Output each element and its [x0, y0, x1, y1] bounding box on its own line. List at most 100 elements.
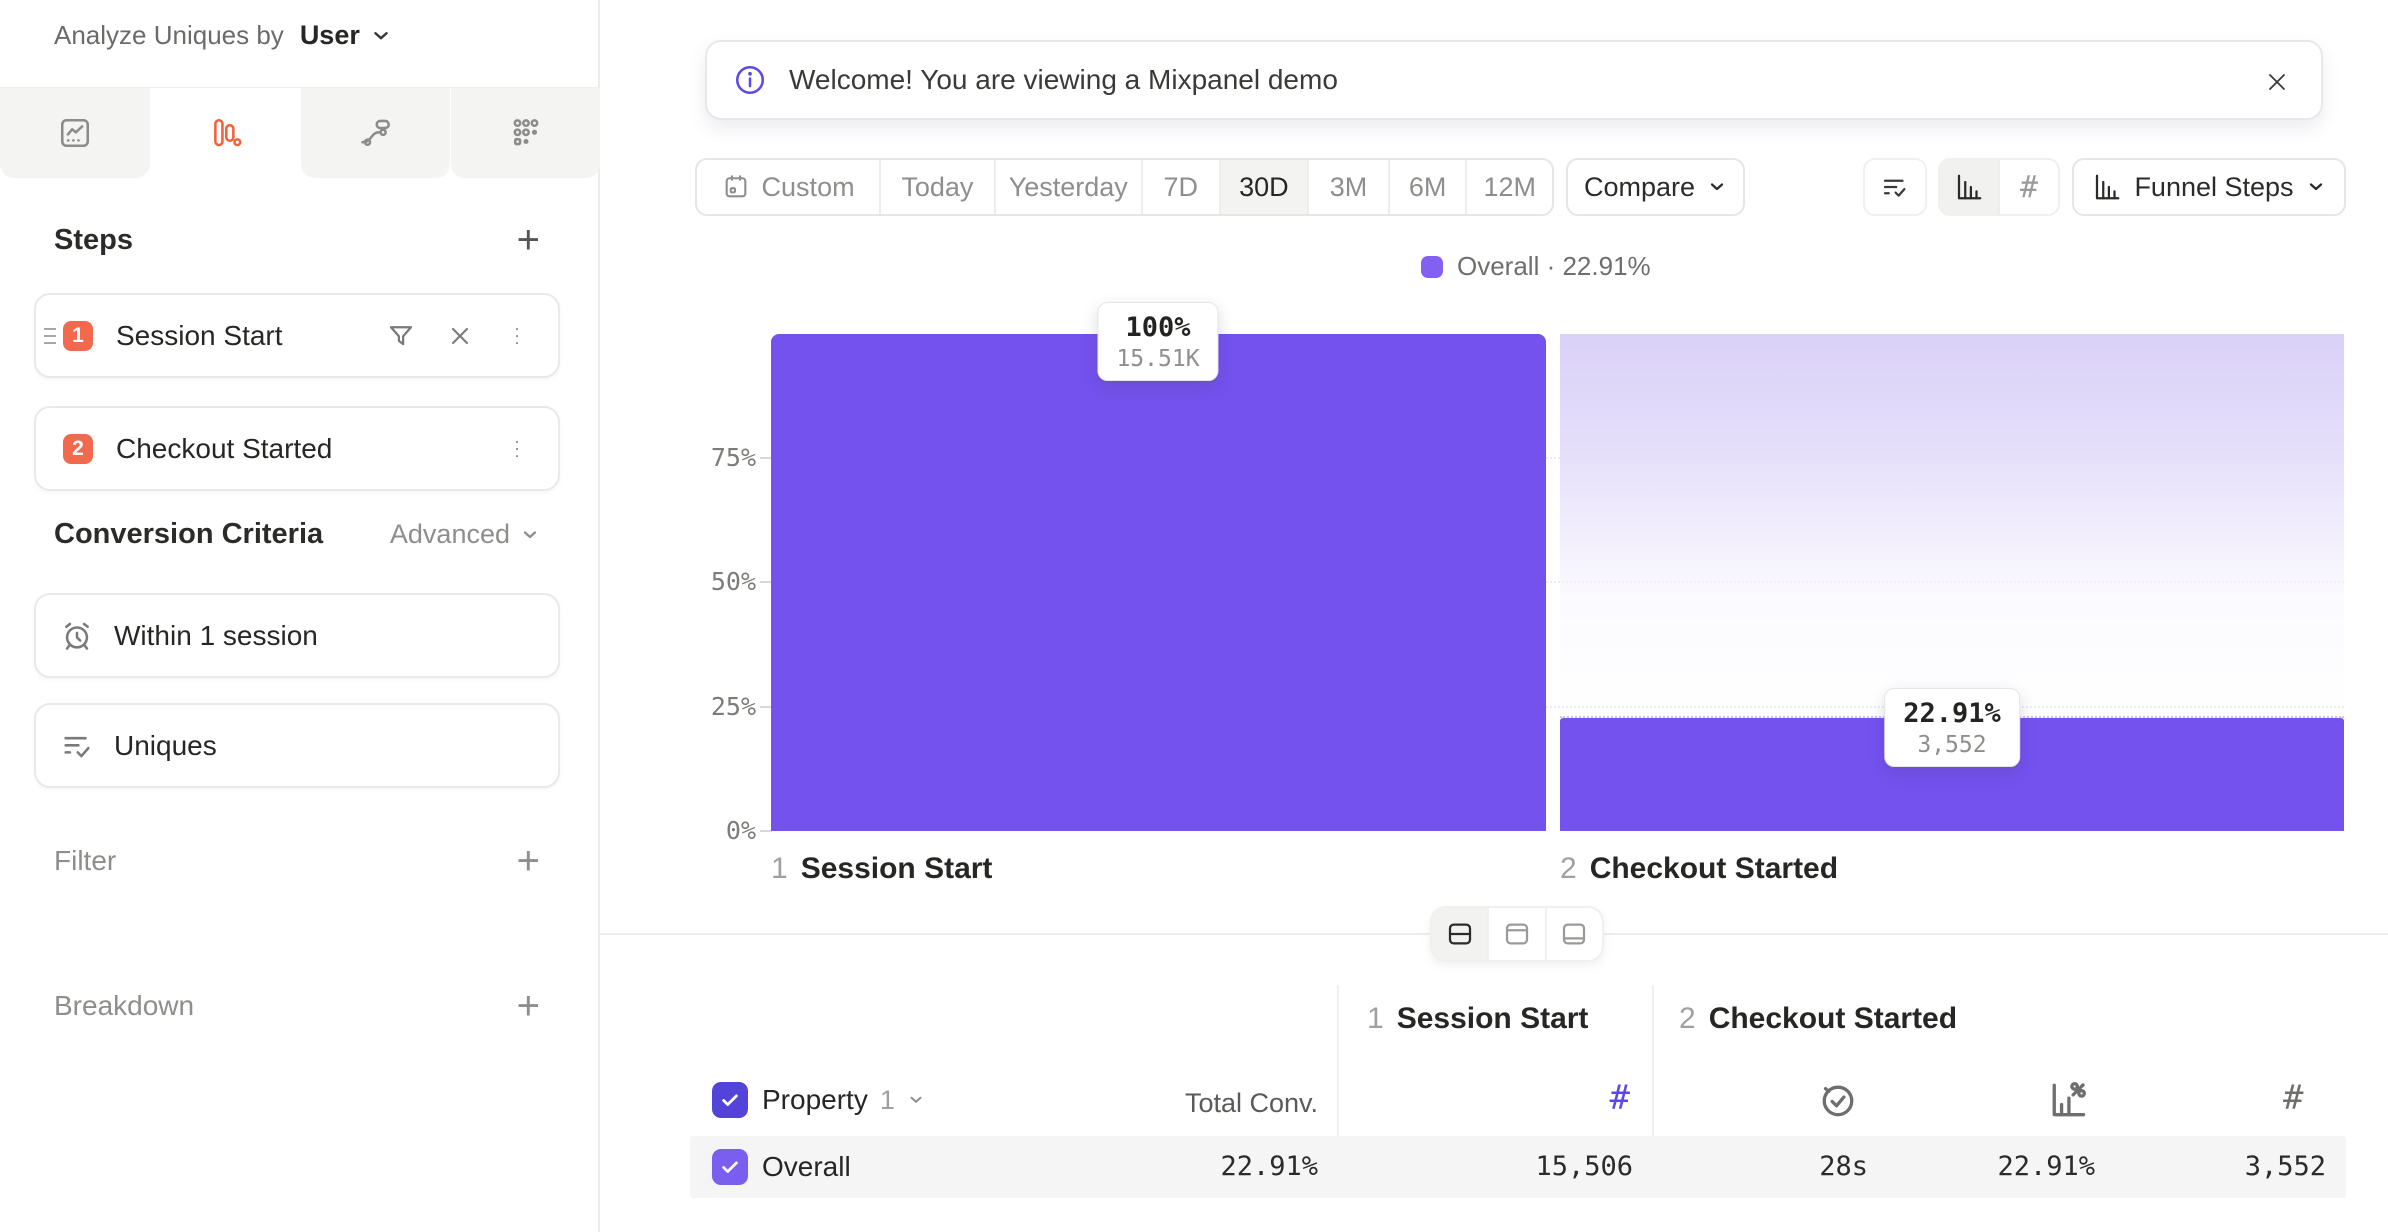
cell-total-conv: 22.91% — [1220, 1151, 1318, 1182]
range-yesterday[interactable]: Yesterday — [993, 160, 1141, 214]
y-tick-mark — [760, 706, 772, 708]
counting-toggle-button[interactable] — [1863, 158, 1927, 216]
advanced-dropdown[interactable]: Advanced — [390, 519, 540, 550]
range-custom[interactable]: Custom — [697, 160, 879, 214]
chevron-down-icon — [520, 525, 540, 545]
kebab-menu-icon[interactable] — [504, 436, 530, 462]
select-all-checkbox[interactable] — [712, 1082, 748, 1118]
y-tick-0: 0% — [725, 816, 756, 845]
legend-swatch — [1421, 255, 1443, 278]
conversion-rate-icon — [2046, 1078, 2090, 1122]
x-axis-label-step-1: 1 Session Start — [771, 852, 993, 885]
tab-flows[interactable] — [300, 88, 450, 178]
step1-count-sort-icon[interactable]: # — [1609, 1078, 1630, 1118]
layout-split-button[interactable] — [1432, 908, 1488, 960]
list-check-icon — [1880, 172, 1910, 202]
tab-insights[interactable] — [0, 88, 150, 178]
add-step-button[interactable]: + — [516, 218, 540, 262]
range-today[interactable]: Today — [879, 160, 993, 214]
chevron-down-icon — [907, 1091, 925, 1109]
step-event-label[interactable]: Checkout Started — [116, 432, 333, 464]
chart-legend[interactable]: Overall · 22.91% — [1421, 251, 1651, 282]
remove-step-icon[interactable] — [446, 322, 474, 350]
y-tick-75: 75% — [710, 443, 756, 472]
date-range-control: Custom Today Yesterday 7D 30D 3M 6M 12M — [695, 158, 1554, 216]
step-number-badge: 1 — [63, 320, 93, 351]
range-3m[interactable]: 3M — [1307, 160, 1388, 214]
y-tick-mark — [760, 830, 772, 832]
layout-chart-icon — [1502, 919, 1532, 949]
chevron-down-icon — [1707, 177, 1727, 197]
funnels-icon — [209, 116, 243, 150]
range-12m[interactable]: 12M — [1465, 160, 1552, 214]
property-column-header[interactable]: Property 1 — [762, 1084, 925, 1116]
drag-handle-icon[interactable] — [44, 327, 56, 344]
analyze-by-dropdown[interactable]: User — [299, 20, 360, 50]
step-number-badge: 2 — [63, 433, 93, 464]
step-card-1[interactable]: 1 Session Start — [34, 293, 560, 378]
range-30d[interactable]: 30D — [1218, 160, 1308, 214]
calendar-icon — [722, 173, 750, 201]
add-breakdown-button[interactable]: + — [516, 984, 540, 1028]
kebab-menu-icon[interactable] — [504, 323, 530, 349]
bar-value-label-step-1: 100% 15.51K — [1097, 302, 1219, 381]
y-tick-50: 50% — [710, 567, 756, 596]
gridline-50 — [771, 581, 2344, 583]
clock-check-icon — [1816, 1078, 1860, 1122]
y-tick-25: 25% — [710, 692, 756, 721]
compare-button[interactable]: Compare — [1566, 158, 1745, 216]
chart-view-toggle[interactable] — [1940, 160, 1998, 214]
chevron-down-icon — [2306, 177, 2326, 197]
row-label: Overall — [762, 1151, 851, 1182]
report-type-tabs — [0, 87, 600, 178]
breakdown-label: Breakdown — [54, 990, 195, 1021]
table-column-divider — [1652, 985, 1654, 1198]
table-group-header-step-2: 2 Checkout Started — [1679, 1002, 1958, 1035]
y-tick-mark — [760, 457, 772, 459]
hash-icon: # — [2019, 169, 2039, 205]
alarm-clock-icon — [60, 619, 94, 653]
demo-banner: Welcome! You are viewing a Mixpanel demo — [705, 40, 2323, 120]
step-event-label[interactable]: Session Start — [116, 319, 283, 351]
legend-label: Overall · 22.91% — [1457, 251, 1651, 281]
layout-table-only-button[interactable] — [1544, 908, 1602, 960]
bar-percent: 22.91% — [1903, 698, 2001, 729]
conversion-rate-column-icon[interactable] — [2046, 1078, 2090, 1122]
cell-step2-rate: 22.91% — [1997, 1151, 2095, 1182]
range-7d[interactable]: 7D — [1140, 160, 1219, 214]
conversion-criteria-title: Conversion Criteria — [54, 518, 324, 550]
table-column-divider — [1337, 985, 1339, 1198]
table-group-header-step-1: 1 Session Start — [1367, 1002, 1589, 1035]
analyze-uniques-bar: Analyze Uniques by User — [54, 20, 392, 51]
funnel-bar-step-1[interactable] — [771, 334, 1546, 831]
table-row-overall[interactable]: Overall 22.91% 15,506 28s 22.91% 3,552 — [690, 1136, 2346, 1198]
tab-retention[interactable] — [450, 88, 600, 178]
bar-value-label-step-2: 22.91% 3,552 — [1884, 688, 2020, 767]
conversion-window-card[interactable]: Within 1 session — [34, 593, 560, 678]
filter-label: Filter — [54, 845, 117, 876]
layout-split-icon — [1445, 919, 1475, 949]
number-view-toggle[interactable]: # — [1998, 160, 2058, 214]
filter-icon[interactable] — [386, 321, 416, 351]
retention-icon — [509, 116, 543, 150]
gridline-75 — [771, 457, 2344, 459]
bar-chart-axis-icon — [1954, 172, 1984, 202]
filter-section: Filter + — [54, 839, 540, 883]
layout-toggle — [1430, 906, 1604, 962]
close-icon[interactable] — [2265, 70, 2289, 94]
flows-icon — [359, 116, 393, 150]
row-checkbox[interactable] — [712, 1149, 748, 1185]
steps-title: Steps — [54, 223, 133, 256]
chevron-down-icon[interactable] — [370, 25, 392, 47]
range-6m[interactable]: 6M — [1387, 160, 1466, 214]
tab-funnels[interactable] — [150, 88, 300, 178]
step-card-2[interactable]: 2 Checkout Started — [34, 406, 560, 491]
avg-time-column-icon[interactable] — [1816, 1078, 1860, 1122]
funnel-steps-selector[interactable]: Funnel Steps — [2072, 158, 2346, 216]
analyze-label: Analyze Uniques by — [54, 20, 284, 50]
counting-method-card[interactable]: Uniques — [34, 703, 560, 788]
layout-chart-only-button[interactable] — [1487, 908, 1544, 960]
add-filter-button[interactable]: + — [516, 839, 540, 883]
cell-step1-count: 15,506 — [1535, 1151, 1633, 1182]
step2-count-sort-icon[interactable]: # — [2283, 1078, 2304, 1118]
